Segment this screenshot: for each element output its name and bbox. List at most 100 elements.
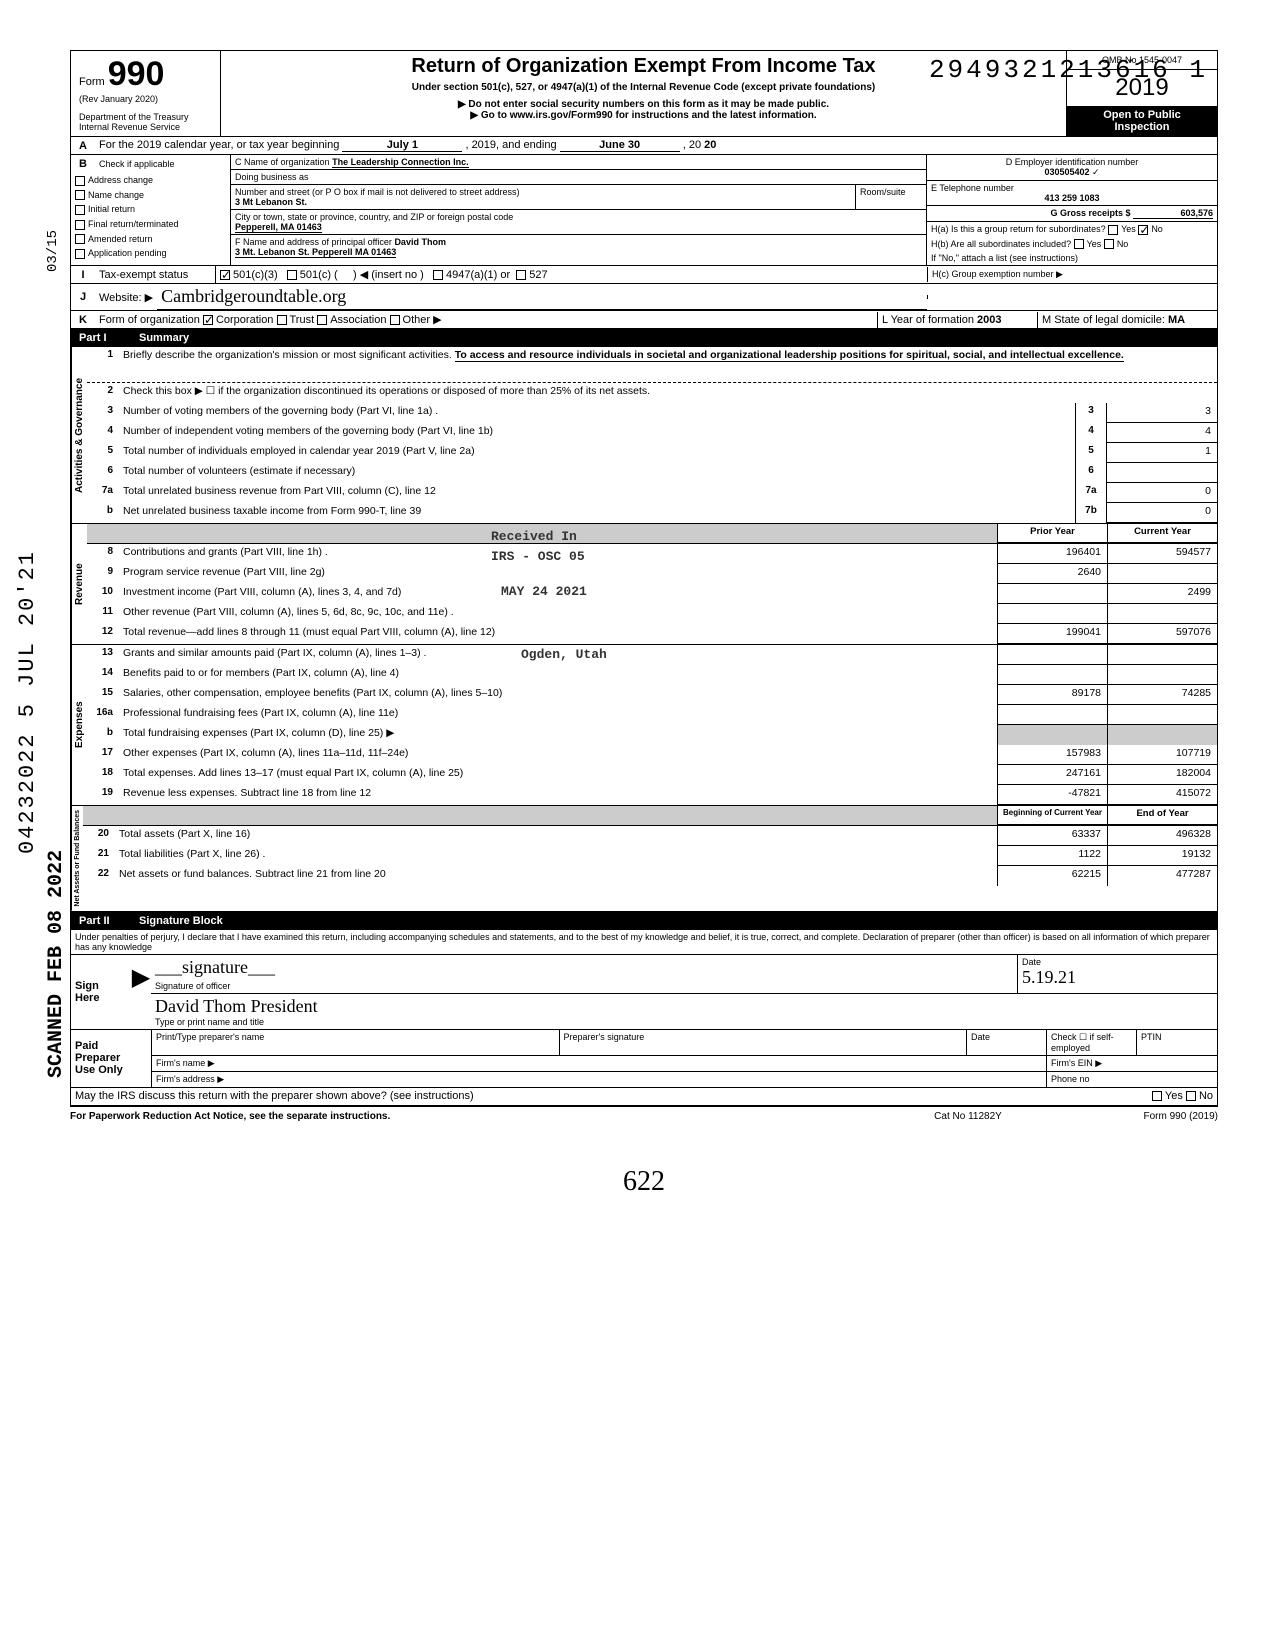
addr-change-checkbox[interactable] xyxy=(75,176,85,186)
4947-checkbox[interactable] xyxy=(433,270,443,280)
4947-label: 4947(a)(1) or xyxy=(446,269,510,281)
l4-val: 4 xyxy=(1107,423,1217,443)
org-name: The Leadership Connection Inc. xyxy=(332,157,469,168)
other-checkbox[interactable] xyxy=(390,315,400,325)
ha-no-checkbox[interactable] xyxy=(1138,225,1148,235)
assoc-checkbox[interactable] xyxy=(317,315,327,325)
ha-yes-checkbox[interactable] xyxy=(1108,225,1118,235)
l7b-val: 0 xyxy=(1107,503,1217,523)
501c-checkbox[interactable] xyxy=(287,270,297,280)
527-checkbox[interactable] xyxy=(516,270,526,280)
room-suite-label: Room/suite xyxy=(856,185,926,209)
paid-preparer-block: Paid Preparer Use Only Print/Type prepar… xyxy=(71,1030,1217,1088)
l17-curr: 107719 xyxy=(1107,745,1217,765)
governance-vert-label: Activities & Governance xyxy=(71,347,87,523)
l9-curr xyxy=(1107,564,1217,584)
line-a: A For the 2019 calendar year, or tax yea… xyxy=(71,137,1217,155)
discuss-yes-checkbox[interactable] xyxy=(1152,1091,1162,1101)
pending-checkbox[interactable] xyxy=(75,249,85,259)
here-label: Here xyxy=(75,992,127,1004)
l12-curr: 597076 xyxy=(1107,624,1217,644)
street-label: Number and street (or P O box if mail is… xyxy=(235,187,851,197)
corp-checkbox[interactable] xyxy=(203,315,213,325)
l20-prior: 63337 xyxy=(997,826,1107,846)
l14-curr xyxy=(1107,665,1217,685)
l22-prior: 62215 xyxy=(997,866,1107,886)
l4-text: Number of independent voting members of … xyxy=(119,423,1075,443)
l6-val xyxy=(1107,463,1217,483)
sign-label: Sign xyxy=(75,980,127,992)
l15-text: Salaries, other compensation, employee b… xyxy=(119,685,997,705)
hb-no: No xyxy=(1117,239,1129,249)
officer-signature[interactable]: ___signature___ xyxy=(155,957,1013,981)
ha-no: No xyxy=(1151,224,1163,234)
line-i: I Tax-exempt status 501(c)(3) 501(c) ( )… xyxy=(71,266,1217,284)
date-label: Date xyxy=(1022,957,1213,967)
dept-treasury: Department of the Treasury xyxy=(79,112,212,122)
phone-val: 413 259 1083 xyxy=(1044,193,1099,203)
assoc-label: Association xyxy=(330,314,386,326)
end-year-hdr: End of Year xyxy=(1107,806,1217,825)
l13-curr xyxy=(1107,645,1217,665)
l5-text: Total number of individuals employed in … xyxy=(119,443,1075,463)
governance-section: Activities & Governance 1 Briefly descri… xyxy=(71,347,1217,524)
part-1-header: Part I Summary xyxy=(71,329,1217,347)
l21-curr: 19132 xyxy=(1107,846,1217,866)
l21-text: Total liabilities (Part X, line 26) . xyxy=(115,846,997,866)
trust-checkbox[interactable] xyxy=(277,315,287,325)
l19-prior: -47821 xyxy=(997,785,1107,805)
l14-text: Benefits paid to or for members (Part IX… xyxy=(119,665,997,685)
l1-mission: To access and resource individuals in so… xyxy=(455,349,1124,362)
ptin-label: PTIN xyxy=(1137,1030,1217,1055)
501c3-label: 501(c)(3) xyxy=(233,269,278,281)
irs-label: Internal Revenue Service xyxy=(79,122,212,132)
l9-prior: 2640 xyxy=(997,564,1107,584)
l16b-text: Total fundraising expenses (Part IX, col… xyxy=(119,725,997,745)
amended-checkbox[interactable] xyxy=(75,234,85,244)
line-a-yr-prefix: , 20 xyxy=(683,139,701,151)
state-domicile-val: MA xyxy=(1168,314,1185,326)
firm-name-label: Firm's name ▶ xyxy=(152,1056,1047,1071)
part-2-title: Signature Block xyxy=(139,915,223,927)
may-stamp: MAY 24 2021 xyxy=(501,584,587,599)
part-2-label: Part II xyxy=(79,915,139,927)
l2-text: Check this box ▶ ☐ if the organization d… xyxy=(119,383,1217,403)
name-change-checkbox[interactable] xyxy=(75,190,85,200)
l12-text: Total revenue—add lines 8 through 11 (mu… xyxy=(119,624,997,644)
line-k: K Form of organization Corporation Trust… xyxy=(71,311,1217,329)
hc-label: H(c) Group exemption number ▶ xyxy=(927,267,1217,282)
hb-label: H(b) Are all subordinates included? xyxy=(931,239,1071,249)
l18-prior: 247161 xyxy=(997,765,1107,785)
osc-stamp: IRS - OSC 05 xyxy=(491,549,585,564)
discuss-row: May the IRS discuss this return with the… xyxy=(71,1088,1217,1106)
l16b-prior xyxy=(997,725,1107,745)
firm-addr-label: Firm's address ▶ xyxy=(152,1072,1047,1087)
use-only-label: Use Only xyxy=(75,1064,147,1076)
sig-officer-label: Signature of officer xyxy=(155,981,1013,991)
name-title-label: Type or print name and title xyxy=(155,1017,1213,1027)
inspection-label: Inspection xyxy=(1114,121,1169,133)
trust-label: Trust xyxy=(290,314,315,326)
ha-yes: Yes xyxy=(1121,224,1136,234)
hb-yes-checkbox[interactable] xyxy=(1074,239,1084,249)
prep-sig-label: Preparer's signature xyxy=(560,1030,968,1055)
street-val: 3 Mt Lebanon St. xyxy=(235,197,307,207)
prep-date-label: Date xyxy=(967,1030,1047,1055)
final-return-checkbox[interactable] xyxy=(75,220,85,230)
discuss-no-checkbox[interactable] xyxy=(1186,1091,1196,1101)
subtitle-2: ▶ Do not enter social security numbers o… xyxy=(229,99,1058,110)
l10-prior xyxy=(997,584,1107,604)
header-block-b-h: BCheck if applicable Address change Name… xyxy=(71,155,1217,266)
part-1-label: Part I xyxy=(79,332,139,344)
501c3-checkbox[interactable] xyxy=(220,270,230,280)
l20-curr: 496328 xyxy=(1107,826,1217,846)
hb-no-checkbox[interactable] xyxy=(1104,239,1114,249)
l15-prior: 89178 xyxy=(997,685,1107,705)
scanned-stamp: SCANNED FEB 08 2022 xyxy=(45,850,68,1078)
initial-return-checkbox[interactable] xyxy=(75,205,85,215)
expenses-section: Expenses 13Grants and similar amounts pa… xyxy=(71,645,1217,806)
dln-number: 29493212136̇16 1 xyxy=(929,55,1208,85)
current-year-hdr: Current Year xyxy=(1107,524,1217,543)
hb-yes: Yes xyxy=(1087,239,1102,249)
tax-year-begin: July 1 xyxy=(342,139,462,152)
